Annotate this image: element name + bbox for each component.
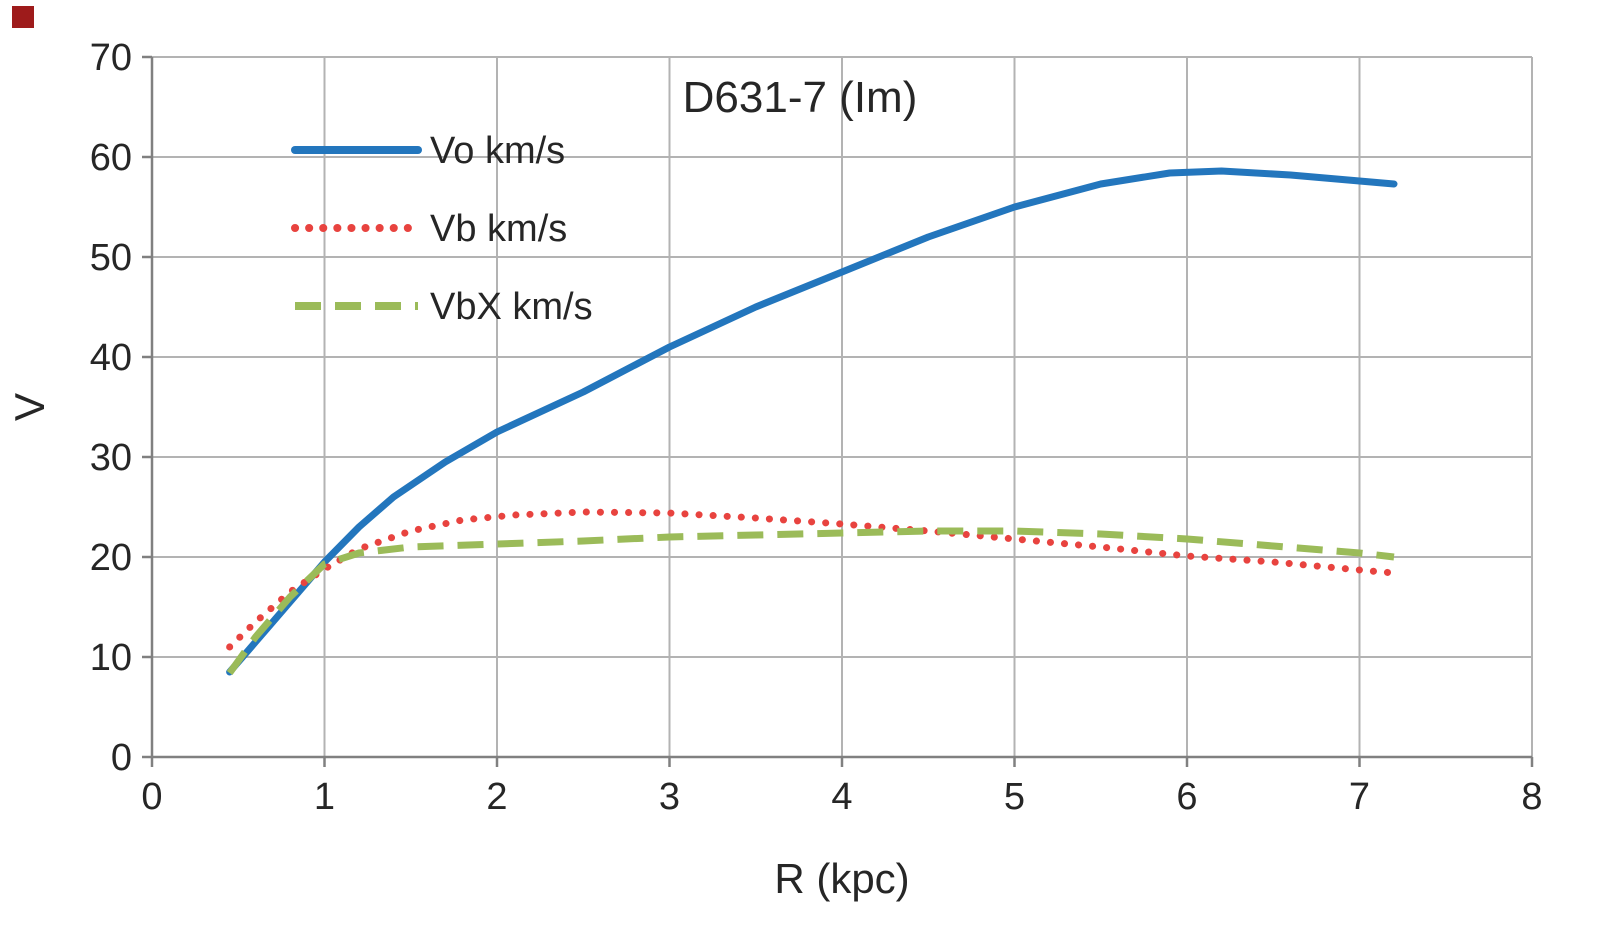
series-line-2 bbox=[226, 527, 1395, 676]
x-tick-label: 3 bbox=[659, 776, 680, 818]
y-tick-label: 40 bbox=[90, 337, 132, 379]
y-axis-title: V bbox=[6, 393, 53, 421]
y-tick-label: 60 bbox=[90, 137, 132, 179]
x-tick-label: 4 bbox=[831, 776, 852, 818]
corner-mark bbox=[12, 6, 34, 28]
legend-label-0: Vo km/s bbox=[430, 130, 565, 172]
x-tick-label: 5 bbox=[1004, 776, 1025, 818]
y-tick-label: 70 bbox=[90, 37, 132, 79]
axes: 0 1 2 3 4 5 6 7 8 0 10 20 30 40 50 60 70 bbox=[90, 37, 1543, 818]
legend: Vo km/s Vb km/s VbX km/s bbox=[291, 130, 593, 328]
x-axis-title: R (kpc) bbox=[774, 855, 909, 902]
legend-label-2: VbX km/s bbox=[430, 286, 593, 328]
x-tick-label: 8 bbox=[1521, 776, 1542, 818]
y-tick-label: 0 bbox=[111, 737, 132, 779]
y-tick-label: 10 bbox=[90, 637, 132, 679]
x-tick-label: 0 bbox=[141, 776, 162, 818]
y-tick-label: 50 bbox=[90, 237, 132, 279]
y-tick-label: 20 bbox=[90, 537, 132, 579]
y-tick-label: 30 bbox=[90, 437, 132, 479]
x-tick-label: 1 bbox=[314, 776, 335, 818]
x-tick-label: 6 bbox=[1176, 776, 1197, 818]
series-line-0 bbox=[226, 167, 1398, 676]
x-tick-label: 7 bbox=[1349, 776, 1370, 818]
series-line-1 bbox=[226, 508, 1398, 651]
legend-label-1: Vb km/s bbox=[430, 208, 567, 250]
gridlines bbox=[151, 56, 1533, 758]
data-series bbox=[226, 167, 1398, 676]
chart-title: D631-7 (Im) bbox=[683, 73, 918, 122]
x-tick-label: 2 bbox=[486, 776, 507, 818]
